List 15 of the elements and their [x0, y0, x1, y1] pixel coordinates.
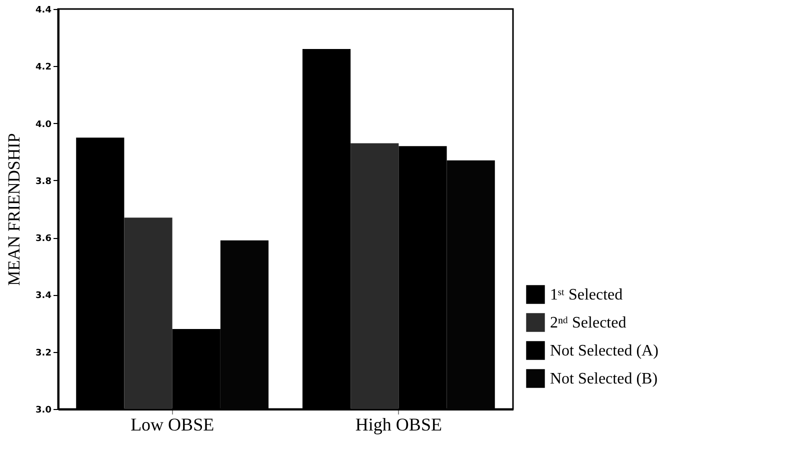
y-tick-label: 3.4 — [36, 291, 52, 302]
legend-label: Not Selected (B) — [550, 370, 658, 388]
legend-label: Not Selected (A) — [550, 342, 658, 360]
y-tick-label: 3.6 — [36, 234, 52, 244]
y-tick-label: 4.4 — [36, 6, 52, 16]
legend-label: 1ˢᵗ Selected — [550, 286, 623, 304]
y-tick-label: 3.2 — [36, 348, 52, 358]
legend-label: 2ⁿᵈ Selected — [550, 314, 626, 332]
y-tick-label: 3.0 — [36, 406, 52, 416]
x-tick-label: Low OBSE — [130, 414, 214, 434]
y-axis-title: MEAN FRIENDSHIP — [4, 133, 24, 286]
x-tick-label: High OBSE — [355, 414, 442, 434]
y-tick-label: 4.2 — [36, 62, 52, 73]
y-tick-label: 3.8 — [36, 176, 52, 187]
y-tick-label: 4.0 — [36, 120, 52, 130]
